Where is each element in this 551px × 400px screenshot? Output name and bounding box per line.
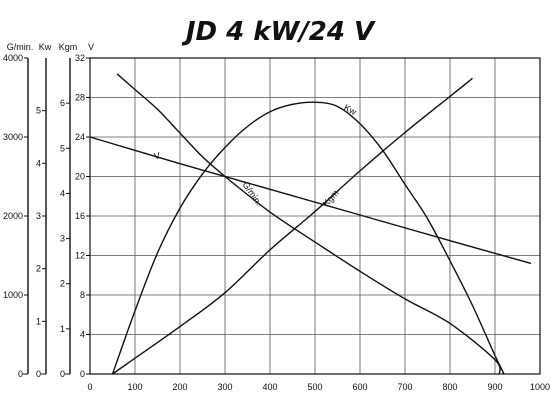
y-tick-label: 16 <box>75 211 85 221</box>
y-axis-title: Kgm <box>59 42 78 52</box>
y-axis-title: G/min. <box>7 42 34 52</box>
y-tick-label: 8 <box>80 290 85 300</box>
y-axis-title: V <box>88 42 94 52</box>
y-tick-label: 0 <box>80 369 85 379</box>
x-tick-label: 400 <box>262 382 277 392</box>
series-label-g-min: G/min. <box>241 180 264 207</box>
x-tick-label: 600 <box>352 382 367 392</box>
x-tick-label: 0 <box>87 382 92 392</box>
y-tick-label: 4 <box>36 158 41 168</box>
x-tick-label: 1000 <box>530 382 550 392</box>
x-tick-label: 200 <box>172 382 187 392</box>
y-tick-label: 3 <box>60 234 65 244</box>
y-tick-label: 0 <box>18 369 23 379</box>
series-line-g-min <box>116 73 501 375</box>
y-tick-label: 24 <box>75 132 85 142</box>
y-tick-label: 0 <box>36 369 41 379</box>
series-group <box>89 73 532 375</box>
y-tick-label: 5 <box>36 106 41 116</box>
series-line-kgm <box>112 77 473 375</box>
y-tick-label: 4000 <box>3 53 23 63</box>
y-tick-label: 1 <box>36 316 41 326</box>
y-tick-label: 12 <box>75 251 85 261</box>
series-label-v: V <box>153 150 161 161</box>
y-tick-label: 20 <box>75 172 85 182</box>
y-tick-label: 4 <box>60 188 65 198</box>
chart-title: JD 4 kW/24 V <box>181 17 376 47</box>
y-tick-label: 3 <box>36 211 41 221</box>
x-tick-label: 500 <box>307 382 322 392</box>
series-line-v <box>89 136 532 265</box>
y-tick-label: 0 <box>60 369 65 379</box>
series-label-kw: Kw <box>342 102 358 117</box>
x-tick-label: 300 <box>217 382 232 392</box>
y-tick-label: 6 <box>60 98 65 108</box>
y-tick-label: 2 <box>36 264 41 274</box>
axes: 0 100 200 300 400 500 600 700 800 900 1000G/min.01… <box>3 42 550 392</box>
y-tick-label: 2000 <box>3 211 23 221</box>
y-tick-label: 1 <box>60 324 65 334</box>
y-tick-label: 32 <box>75 53 85 63</box>
y-tick-label: 5 <box>60 143 65 153</box>
series-line-kw <box>111 101 505 375</box>
x-tick-label: 800 <box>442 382 457 392</box>
y-tick-label: 28 <box>75 93 85 103</box>
grid <box>89 57 541 375</box>
x-tick-label: 100 <box>127 382 142 392</box>
x-tick-label: 700 <box>397 382 412 392</box>
y-tick-label: 2 <box>60 279 65 289</box>
y-axis-title: Kw <box>39 42 52 52</box>
x-tick-label: 900 <box>487 382 502 392</box>
y-tick-label: 1000 <box>3 290 23 300</box>
y-tick-label: 3000 <box>3 132 23 142</box>
y-tick-label: 4 <box>80 330 85 340</box>
